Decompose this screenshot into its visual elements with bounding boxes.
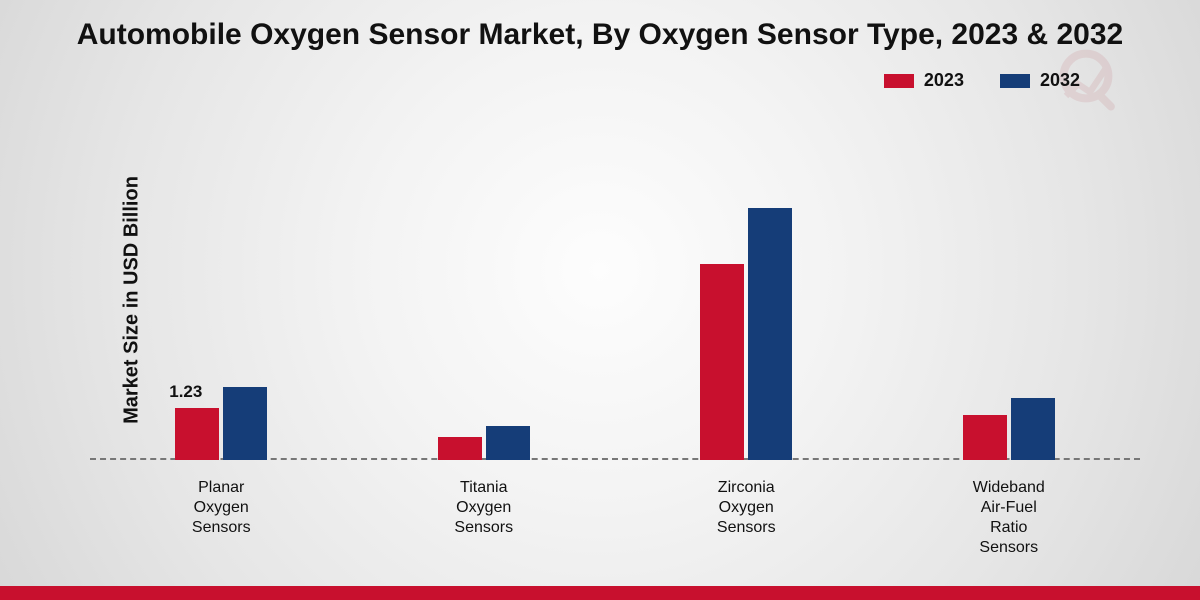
- bar: [1011, 398, 1055, 460]
- legend-item-2032: 2032: [1000, 70, 1080, 91]
- bar-group: [963, 398, 1055, 460]
- bar: [748, 208, 792, 460]
- x-tick-label: WidebandAir-FuelRatioSensors: [929, 478, 1089, 558]
- legend-swatch-2023: [884, 74, 914, 88]
- bar-group: [700, 208, 792, 460]
- legend: 2023 2032: [884, 70, 1080, 91]
- chart-stage: Automobile Oxygen Sensor Market, By Oxyg…: [0, 0, 1200, 600]
- bar: [963, 415, 1007, 460]
- legend-label-2032: 2032: [1040, 70, 1080, 91]
- plot-area: 1.23: [90, 140, 1140, 460]
- legend-item-2023: 2023: [884, 70, 964, 91]
- legend-label-2023: 2023: [924, 70, 964, 91]
- footer-accent-bar: [0, 586, 1200, 600]
- x-axis-labels: PlanarOxygenSensors TitaniaOxygenSensors Z…: [90, 470, 1140, 560]
- legend-swatch-2032: [1000, 74, 1030, 88]
- x-tick-label: PlanarOxygenSensors: [141, 478, 301, 538]
- bar: [223, 387, 267, 460]
- bar: [438, 437, 482, 460]
- bar-group: [438, 426, 530, 460]
- bar-value-label: 1.23: [169, 382, 202, 402]
- bar: [175, 408, 219, 460]
- bar: [700, 264, 744, 460]
- x-tick-label: ZirconiaOxygenSensors: [666, 478, 826, 538]
- x-tick-label: TitaniaOxygenSensors: [404, 478, 564, 538]
- bar: [486, 426, 530, 460]
- chart-title: Automobile Oxygen Sensor Market, By Oxyg…: [0, 18, 1200, 52]
